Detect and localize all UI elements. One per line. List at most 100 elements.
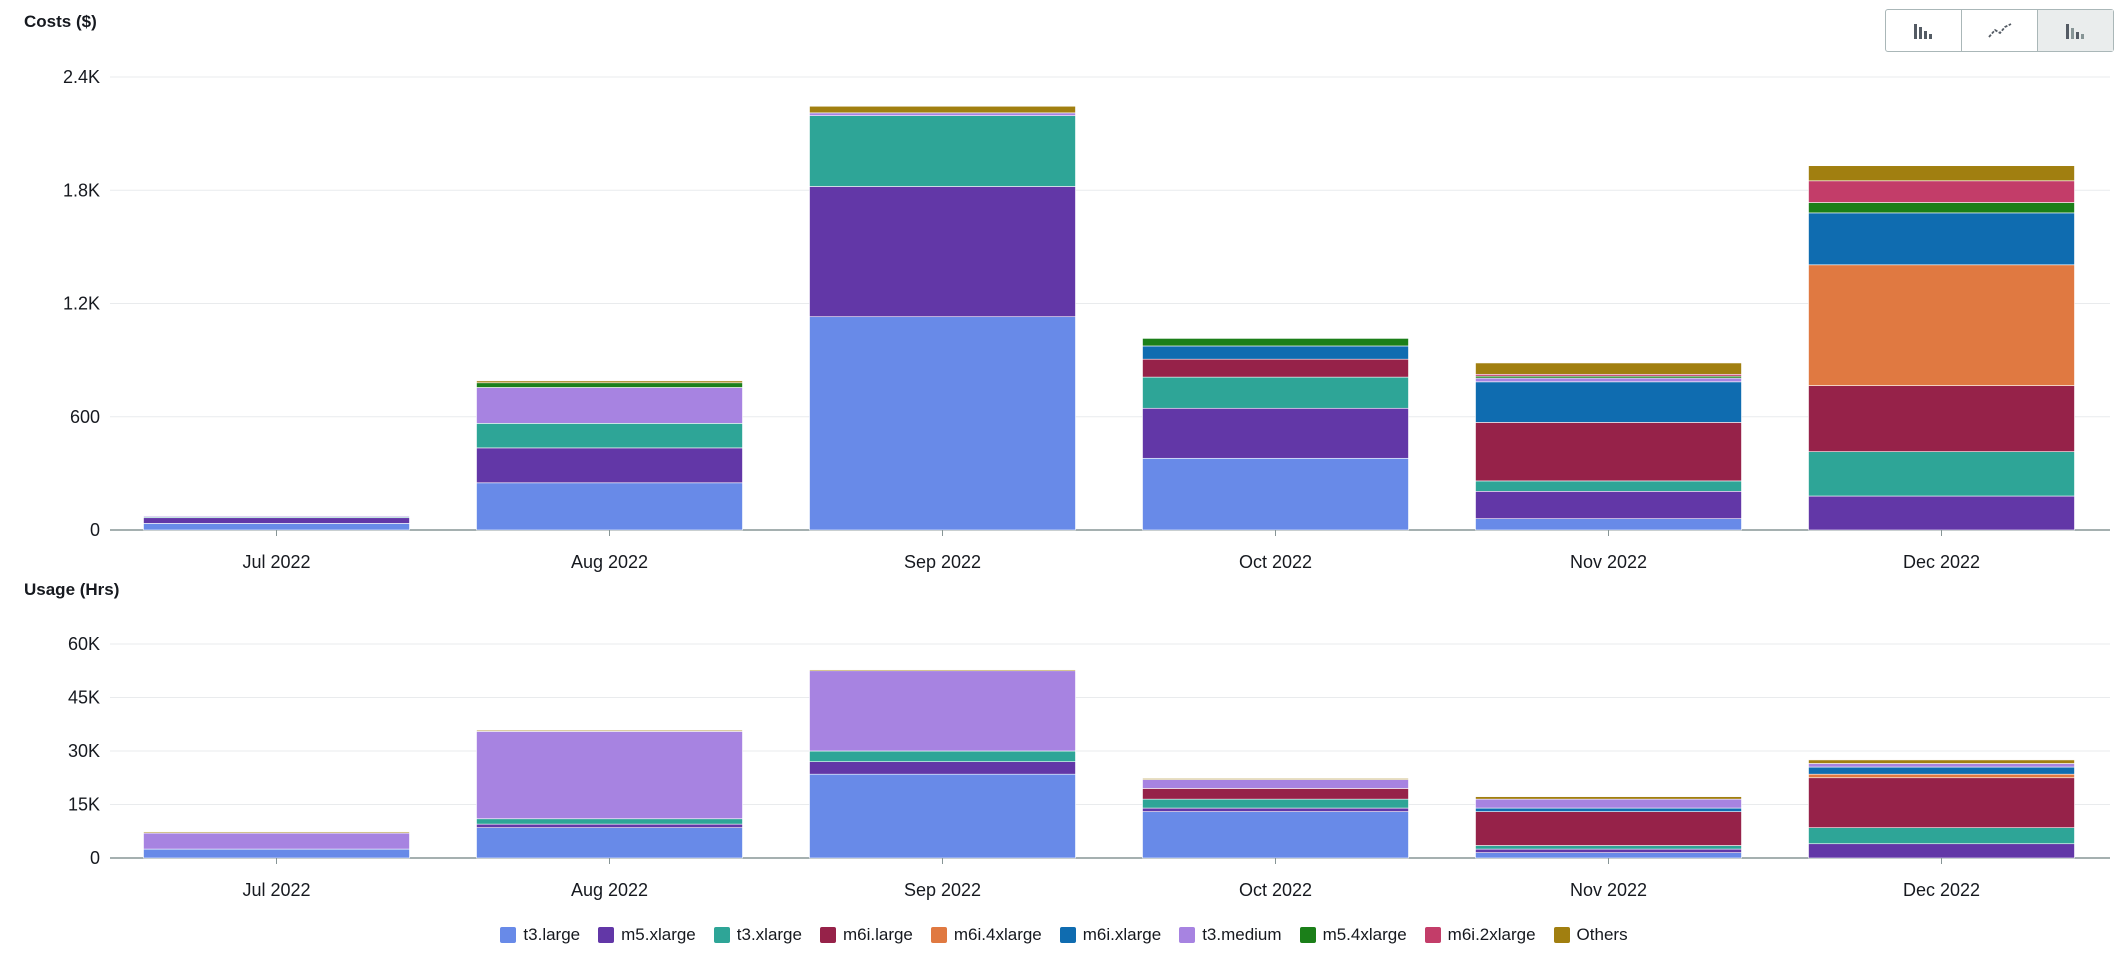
x-tick-label: Dec 2022 xyxy=(1903,880,1980,900)
usage-chart-title: Usage (Hrs) xyxy=(24,580,120,599)
bar-segment[interactable] xyxy=(1808,759,2075,764)
legend-item[interactable]: t3.xlarge xyxy=(713,925,802,945)
legend-item[interactable]: m6i.xlarge xyxy=(1059,925,1161,945)
legend-label: m6i.large xyxy=(842,925,913,944)
bar-segment[interactable] xyxy=(809,670,1076,752)
y-tick-label: 15K xyxy=(68,795,100,815)
bar-segment[interactable] xyxy=(1475,852,1742,859)
x-tick-label: Nov 2022 xyxy=(1570,880,1647,900)
bar-segment[interactable] xyxy=(1808,165,2075,182)
bar-segment[interactable] xyxy=(1808,385,2075,452)
legend-item[interactable]: m6i.4xlarge xyxy=(930,925,1042,945)
bar-segment[interactable] xyxy=(1475,807,1742,812)
bar-segment[interactable] xyxy=(1142,798,1409,809)
legend-swatch xyxy=(713,927,730,943)
bar-segment[interactable] xyxy=(143,848,410,859)
bar-segment[interactable] xyxy=(1808,202,2075,214)
y-tick-label: 0 xyxy=(90,848,100,868)
bar-segment[interactable] xyxy=(1142,778,1409,780)
bar-segment[interactable] xyxy=(809,105,1076,114)
bar-segment[interactable] xyxy=(1808,827,2075,845)
bar-segment[interactable] xyxy=(1142,407,1409,459)
bar-segment[interactable] xyxy=(1808,212,2075,266)
bar-segment[interactable] xyxy=(1475,798,1742,809)
bar-segment[interactable] xyxy=(476,731,743,820)
bar-segment[interactable] xyxy=(1142,376,1409,409)
bar-segment[interactable] xyxy=(1142,811,1409,859)
bar-segment[interactable] xyxy=(143,517,410,524)
y-tick-label: 1.2K xyxy=(63,294,100,314)
bar-segment[interactable] xyxy=(1475,381,1742,423)
bar-segment[interactable] xyxy=(476,382,743,388)
legend-label: t3.large xyxy=(523,925,581,944)
bar-segment[interactable] xyxy=(476,823,743,828)
bar-segment[interactable] xyxy=(1475,377,1742,383)
bar-segment[interactable] xyxy=(1475,848,1742,853)
bar-segment[interactable] xyxy=(1142,358,1409,378)
legend-label: t3.medium xyxy=(1202,925,1282,944)
bar-segment[interactable] xyxy=(1475,480,1742,492)
bar-segment[interactable] xyxy=(1475,491,1742,519)
bar-segment[interactable] xyxy=(1142,338,1409,347)
bar-segment[interactable] xyxy=(809,115,1076,187)
bar-segment[interactable] xyxy=(1475,845,1742,850)
bar-segment[interactable] xyxy=(809,669,1076,672)
bar-segment[interactable] xyxy=(476,818,743,825)
bar-segment[interactable] xyxy=(1142,345,1409,360)
legend-swatch xyxy=(1299,927,1316,943)
bar-segment[interactable] xyxy=(1475,422,1742,482)
bar-segment[interactable] xyxy=(476,827,743,859)
bar-segment[interactable] xyxy=(1475,362,1742,375)
bar-segment[interactable] xyxy=(476,387,743,424)
bar-segment[interactable] xyxy=(143,832,410,850)
bar-segment[interactable] xyxy=(809,112,1076,116)
bar-segment[interactable] xyxy=(1808,495,2075,531)
legend-item[interactable]: m6i.2xlarge xyxy=(1424,925,1536,945)
line-chart-toggle-button[interactable] xyxy=(1962,10,2038,51)
x-tick-label: Dec 2022 xyxy=(1903,552,1980,572)
legend-label: m6i.2xlarge xyxy=(1447,925,1536,944)
chart-type-toggle xyxy=(1885,9,2114,52)
bar-segment[interactable] xyxy=(1808,180,2075,203)
bar-segment[interactable] xyxy=(1808,777,2075,828)
legend-item[interactable]: m5.xlarge xyxy=(598,925,696,945)
bar-segment[interactable] xyxy=(143,523,410,531)
legend-swatch xyxy=(500,927,517,943)
bar-segment[interactable] xyxy=(809,773,1076,859)
bar-segment[interactable] xyxy=(1142,457,1409,531)
bar-segment[interactable] xyxy=(809,316,1076,531)
bar-segment[interactable] xyxy=(1808,773,2075,779)
bar-segment[interactable] xyxy=(143,831,410,834)
bar-segment[interactable] xyxy=(143,515,410,518)
bar-chart-toggle-button[interactable] xyxy=(1886,10,1962,51)
legend-item[interactable]: Others xyxy=(1553,925,1628,945)
bar-segment[interactable] xyxy=(1475,518,1742,531)
x-tick-label: Sep 2022 xyxy=(904,552,981,572)
legend-item[interactable]: t3.large xyxy=(500,925,580,945)
bar-segment[interactable] xyxy=(1142,788,1409,800)
stacked-bar-chart-toggle-button[interactable] xyxy=(2038,10,2113,51)
bar-segment[interactable] xyxy=(476,423,743,449)
bar-segment[interactable] xyxy=(809,750,1076,762)
bar-segment[interactable] xyxy=(1808,264,2075,386)
legend-item[interactable]: t3.medium xyxy=(1179,925,1282,945)
legend-item[interactable]: m5.4xlarge xyxy=(1299,925,1407,945)
bar-segment[interactable] xyxy=(1142,807,1409,812)
bar-segment[interactable] xyxy=(1808,763,2075,768)
bar-segment[interactable] xyxy=(476,482,743,531)
bar-segment[interactable] xyxy=(476,380,743,384)
bar-segment[interactable] xyxy=(1808,451,2075,497)
bar-segment[interactable] xyxy=(1475,796,1742,800)
bar-segment[interactable] xyxy=(809,761,1076,775)
y-tick-label: 45K xyxy=(68,688,100,708)
bar-segment[interactable] xyxy=(1808,843,2075,859)
bar-segment[interactable] xyxy=(1475,811,1742,846)
bar-segment[interactable] xyxy=(1808,766,2075,775)
bar-segment[interactable] xyxy=(809,186,1076,318)
legend-item[interactable]: m6i.large xyxy=(819,925,913,945)
legend-label: Others xyxy=(1576,925,1628,944)
legend-label: m5.xlarge xyxy=(621,925,696,944)
bar-segment[interactable] xyxy=(1142,779,1409,789)
bar-segment[interactable] xyxy=(476,447,743,484)
bar-segment[interactable] xyxy=(476,730,743,732)
